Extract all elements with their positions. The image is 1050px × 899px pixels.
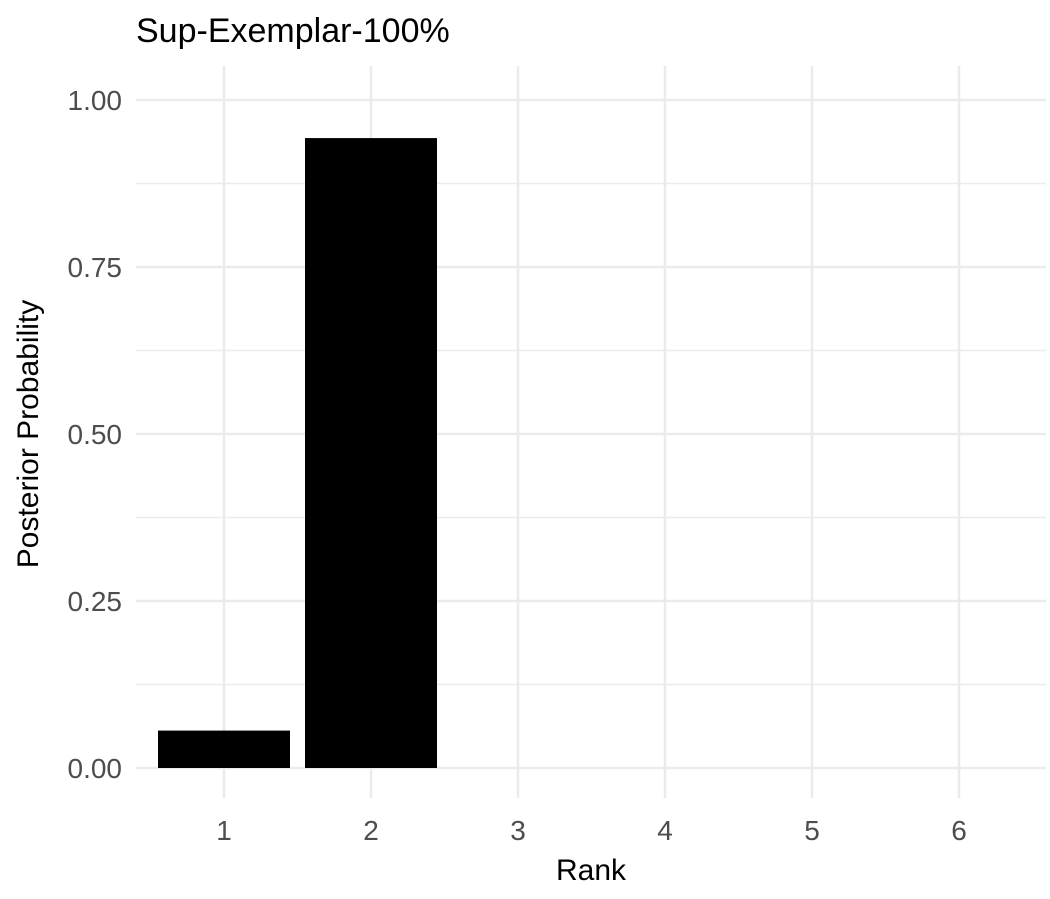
chart-title: Sup-Exemplar-100% [136,12,450,50]
y-axis-ticks: 0.00 0.25 0.50 0.75 1.00 [68,85,123,784]
major-gridlines [136,66,1046,798]
y-tick-label: 1.00 [68,85,123,116]
minor-gridlines [136,182,1046,686]
y-tick-label: 0.00 [68,753,123,784]
y-tick-label: 0.25 [68,586,123,617]
bars [158,138,437,769]
x-tick-label: 3 [510,815,526,846]
x-tick-label: 2 [363,815,379,846]
x-tick-label: 5 [804,815,820,846]
bar [305,138,437,769]
x-axis-title: Rank [556,854,627,887]
bar [158,730,290,768]
x-axis-ticks: 1 2 3 4 5 6 [216,815,967,846]
y-tick-label: 0.50 [68,419,123,450]
x-tick-label: 4 [657,815,673,846]
x-tick-label: 6 [951,815,967,846]
y-tick-label: 0.75 [68,252,123,283]
y-axis-title: Posterior Probability [12,300,45,568]
x-tick-label: 1 [216,815,232,846]
